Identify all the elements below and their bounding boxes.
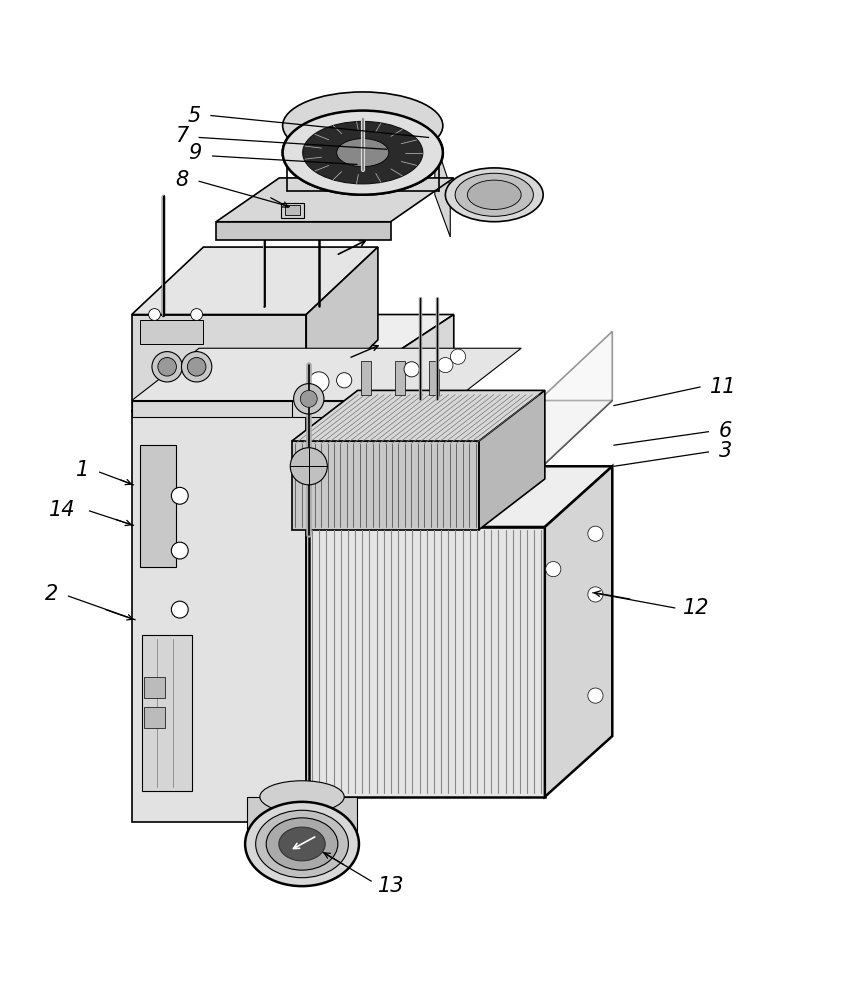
Text: 2: 2 [45,584,58,604]
Polygon shape [132,401,454,417]
Polygon shape [479,390,545,530]
Text: 14: 14 [49,500,75,520]
Ellipse shape [303,121,423,184]
Polygon shape [141,445,176,567]
Circle shape [171,601,189,618]
Ellipse shape [455,173,533,216]
Polygon shape [132,315,306,411]
Ellipse shape [295,117,431,188]
Circle shape [294,384,324,414]
Polygon shape [247,797,357,844]
Circle shape [451,349,465,364]
Polygon shape [309,466,612,527]
Text: 7: 7 [175,126,188,146]
Bar [144,677,165,698]
Polygon shape [292,441,479,530]
Ellipse shape [446,168,543,222]
Ellipse shape [267,818,338,870]
Bar [285,205,300,215]
Circle shape [188,358,206,376]
Polygon shape [132,411,306,822]
Polygon shape [281,203,303,218]
Circle shape [291,448,327,485]
Text: 3: 3 [719,441,732,461]
Ellipse shape [337,139,389,167]
Circle shape [152,352,183,382]
Polygon shape [542,331,612,466]
Bar [395,361,405,395]
Bar [144,707,165,728]
Ellipse shape [260,781,345,813]
Text: 6: 6 [719,421,732,441]
Polygon shape [434,140,450,237]
Circle shape [148,309,160,320]
Polygon shape [216,222,391,240]
Bar [361,361,371,395]
Circle shape [588,587,603,602]
Circle shape [191,309,202,320]
Text: 12: 12 [683,598,710,618]
Circle shape [171,487,189,504]
Circle shape [171,542,189,559]
Text: 1: 1 [76,460,89,480]
Text: 11: 11 [710,377,737,397]
Circle shape [337,373,351,388]
Circle shape [158,358,177,376]
Text: 5: 5 [188,106,201,126]
Circle shape [438,358,453,373]
Circle shape [546,562,560,577]
Ellipse shape [255,810,349,878]
Polygon shape [306,466,542,475]
Ellipse shape [283,111,443,195]
Polygon shape [306,247,378,411]
Text: 9: 9 [189,143,201,163]
Polygon shape [292,390,545,441]
Polygon shape [216,178,454,222]
Polygon shape [309,527,545,797]
Polygon shape [306,315,454,822]
Polygon shape [132,315,454,411]
Polygon shape [142,635,193,791]
Ellipse shape [279,827,325,861]
Ellipse shape [283,92,443,159]
Bar [428,361,439,395]
Circle shape [309,372,329,392]
Text: 8: 8 [175,170,188,190]
Polygon shape [545,466,612,797]
Text: 13: 13 [378,876,405,896]
Polygon shape [132,348,521,401]
Bar [141,320,203,344]
Polygon shape [132,247,378,315]
Ellipse shape [467,180,521,209]
Circle shape [588,526,603,541]
Circle shape [300,390,317,407]
Circle shape [588,688,603,703]
Polygon shape [306,401,612,466]
Ellipse shape [245,802,359,886]
Circle shape [404,362,419,377]
Ellipse shape [283,111,443,195]
Circle shape [182,352,212,382]
